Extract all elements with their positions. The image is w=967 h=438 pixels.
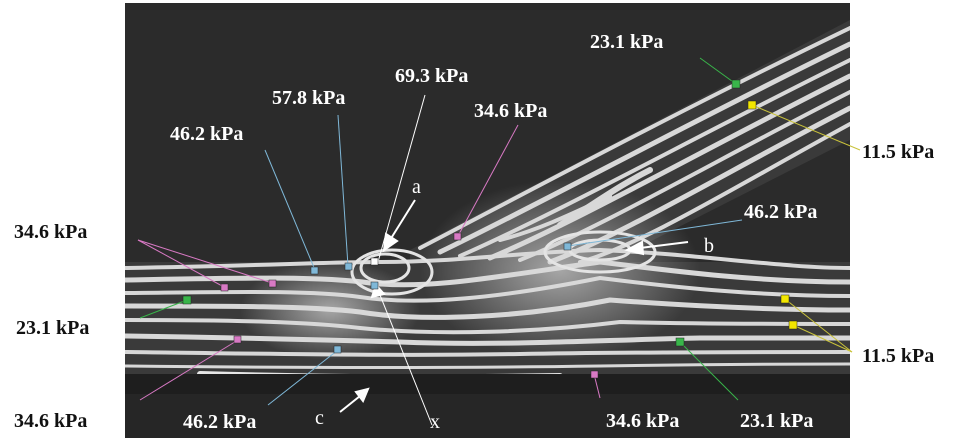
arrow-a [389, 199, 416, 241]
label-23-1-top: 23.1 kPa [590, 31, 663, 53]
marker-yellow-right-2 [788, 320, 798, 330]
leader-46-2-left [264, 149, 316, 271]
leader-57-8 [337, 114, 349, 267]
arrow-c [339, 395, 361, 413]
marker-blue-46-left [310, 266, 319, 275]
markers [182, 79, 798, 379]
marker-pink-bottom-left [233, 335, 242, 344]
marker-pink-left-1 [220, 283, 229, 292]
marker-blue-x [370, 281, 379, 290]
leader-46-2-right [567, 219, 743, 247]
label-11-5-top-right: 11.5 kPa [862, 141, 934, 163]
letter-c: c [315, 407, 324, 429]
label-34-6-bottom-left: 34.6 kPa [14, 410, 87, 432]
label-57-8: 57.8 kPa [272, 87, 345, 109]
marker-green-top [731, 79, 741, 89]
marker-blue-bottom [333, 345, 342, 354]
leader-34-6-left-1 [137, 239, 225, 288]
marker-green-left [182, 295, 192, 305]
letter-x: x [430, 411, 440, 433]
leader-23-1-top [699, 57, 737, 85]
arrow-c-head [354, 387, 370, 403]
marker-pink-left-2 [268, 279, 277, 288]
photoelastic-fringes [125, 20, 850, 438]
label-46-2-right: 46.2 kPa [744, 201, 817, 223]
label-46-2-bottom: 46.2 kPa [183, 411, 256, 433]
leader-23-1-bottom [679, 341, 739, 401]
marker-yellow-right-1 [780, 294, 790, 304]
arrow-a-head [382, 232, 399, 253]
marker-yellow-top [747, 100, 757, 110]
marker-blue-46-right [563, 242, 572, 251]
marker-white-a [370, 257, 379, 266]
leader-x [377, 289, 433, 426]
leader-23-1-left [139, 299, 188, 319]
arrow-b-head [624, 240, 645, 256]
leader-11-5-right-2 [792, 324, 853, 353]
arrows [339, 199, 689, 413]
leader-34-6-mid [457, 124, 519, 237]
label-11-5-right: 11.5 kPa [862, 345, 934, 367]
leader-11-5-right-1 [784, 298, 853, 353]
letter-b: b [704, 235, 714, 257]
label-46-2-left: 46.2 kPa [170, 123, 243, 145]
label-34-6-mid: 34.6 kPa [474, 100, 547, 122]
leader-34-6-left-2 [137, 239, 273, 284]
marker-blue-57 [344, 262, 353, 271]
letter-a: a [412, 176, 421, 198]
label-23-1-left: 23.1 kPa [16, 317, 89, 339]
marker-pink-mid [453, 232, 462, 241]
marker-pink-bottom [590, 370, 599, 379]
arrow-b [639, 241, 689, 249]
leader-34-6-bottom-left [139, 339, 239, 401]
leader-11-5-top-right [751, 104, 861, 151]
leader-46-2-bottom [267, 349, 339, 406]
label-23-1-bottom: 23.1 kPa [740, 410, 813, 432]
label-34-6-left: 34.6 kPa [14, 221, 87, 243]
marker-green-bottom [675, 337, 685, 347]
label-69-3: 69.3 kPa [395, 65, 468, 87]
label-34-6-bottom: 34.6 kPa [606, 410, 679, 432]
